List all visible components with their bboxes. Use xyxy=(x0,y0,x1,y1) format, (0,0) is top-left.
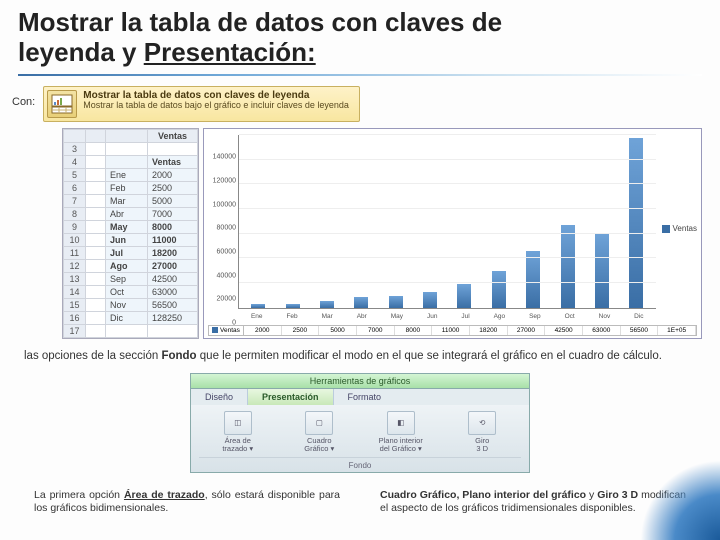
ribbon-button: ◧Plano interiordel Gráfico ▾ xyxy=(369,411,433,453)
bottom-col-left: La primera opción Área de trazado, sólo … xyxy=(34,489,340,514)
ribbon-tooltip: Mostrar la tabla de datos con claves de … xyxy=(43,86,360,122)
corner-decoration xyxy=(640,460,720,540)
ribbon-contextual-title: Herramientas de gráficos xyxy=(191,374,529,389)
chart-data-table: Ventas 200025005000700080001100018200270… xyxy=(208,325,697,336)
ribbon-tab: Formato xyxy=(334,389,396,405)
ribbon-screenshot: Herramientas de gráficos DiseñoPresentac… xyxy=(190,373,530,473)
spreadsheet: Ventas34Ventas5Ene20006Feb25007Mar50008A… xyxy=(62,128,199,339)
title-line2a: leyenda y xyxy=(18,37,144,67)
paragraph-fondo: las opciones de la sección Fondo que le … xyxy=(0,345,720,371)
ribbon-button: ◫Área detrazado ▾ xyxy=(206,411,270,453)
column-chart: 020000400006000080000100000120000140000 … xyxy=(203,128,702,339)
ribbon-button: ⟲Giro3 D xyxy=(450,411,514,453)
ribbon-button: ▢CuadroGráfico ▾ xyxy=(287,411,351,453)
title-line1: Mostrar la tabla de datos con claves de xyxy=(18,7,502,37)
title-divider xyxy=(18,74,702,76)
title-underline: Presentación: xyxy=(144,37,316,67)
legend-label: Ventas xyxy=(673,224,697,233)
chart-legend: Ventas xyxy=(656,135,697,323)
con-label: Con: xyxy=(12,86,35,108)
tooltip-subtitle: Mostrar la tabla de datos bajo el gráfic… xyxy=(83,101,349,111)
data-table-icon xyxy=(47,90,77,118)
dt-series-label: Ventas xyxy=(220,327,240,334)
ribbon-tab: Diseño xyxy=(191,389,247,405)
legend-swatch xyxy=(662,225,670,233)
ribbon-tab: Presentación xyxy=(247,389,334,405)
slide-title: Mostrar la tabla de datos con claves de … xyxy=(0,0,720,72)
ribbon-group-label: Fondo xyxy=(199,457,521,470)
